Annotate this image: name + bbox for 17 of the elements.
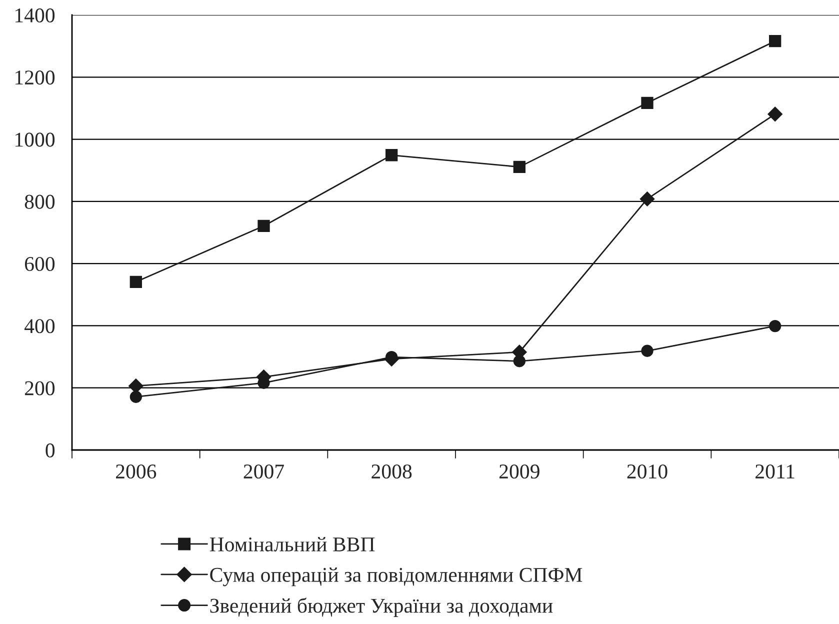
y-tick-label: 400 xyxy=(24,319,55,334)
y-tick-label: 1200 xyxy=(16,70,55,85)
y-tick-label: 0 xyxy=(46,443,55,458)
x-tick-label: 2006 xyxy=(116,464,156,479)
y-tick-label: 1000 xyxy=(16,132,55,147)
x-tick-label: 2009 xyxy=(500,464,540,479)
legend-label: Сума операцій за повідомленнями СПФМ xyxy=(210,567,582,586)
x-tick-label: 2010 xyxy=(627,464,668,479)
y-tick-label: 600 xyxy=(24,256,55,272)
y-tick-label: 800 xyxy=(24,194,55,209)
x-tick-label: 2007 xyxy=(244,464,284,479)
y-tick-label: 1400 xyxy=(16,8,55,22)
legend-label: Номінальний ВВП xyxy=(210,536,375,552)
y-tick-label: 200 xyxy=(25,381,55,396)
legend-label: Зведений бюджет України за доходами xyxy=(210,598,553,618)
x-tick-label: 2011 xyxy=(756,464,794,479)
x-tick-label: 2008 xyxy=(372,464,412,479)
